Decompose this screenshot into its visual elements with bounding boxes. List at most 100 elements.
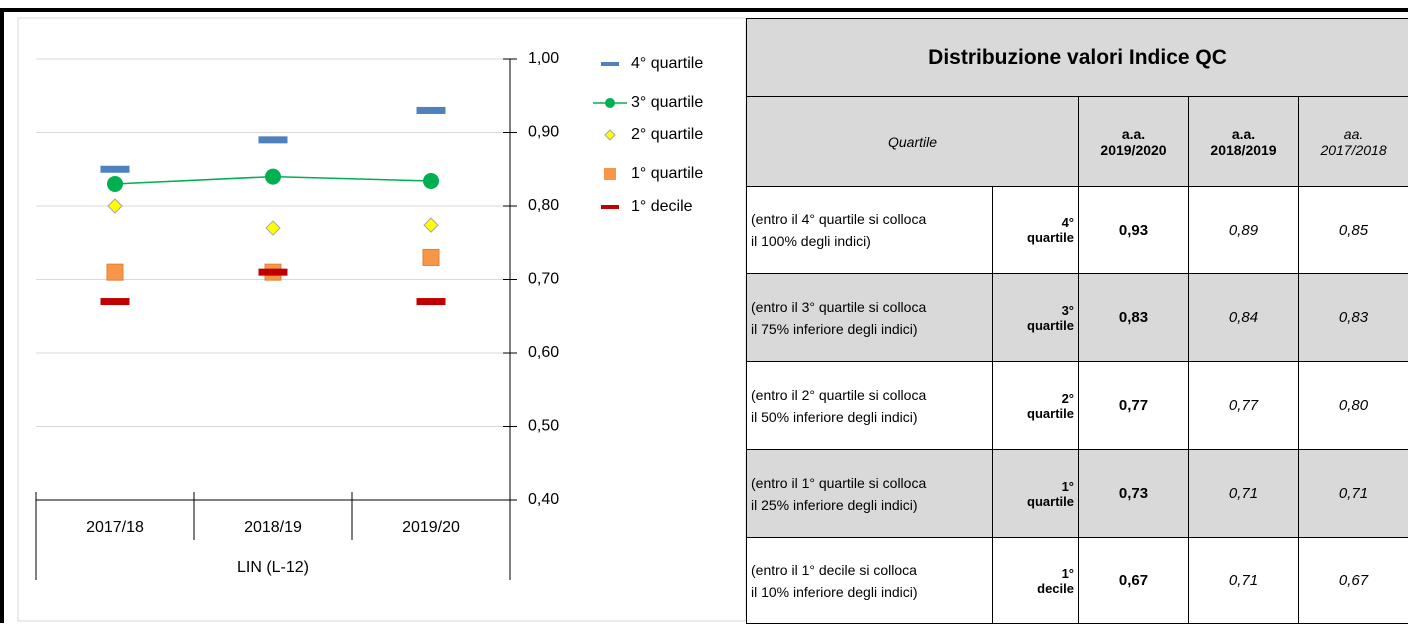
cell-text: 2°	[997, 391, 1074, 406]
cell-text: il 10% inferiore degli indici)	[751, 581, 988, 603]
label-cell: 3°quartile	[993, 274, 1079, 362]
cell-text: 0,83	[1083, 309, 1184, 326]
x-group-label: LIN (L-12)	[237, 559, 309, 576]
cell-text: 4°	[997, 215, 1074, 230]
value-cell: 0,93	[1079, 187, 1189, 274]
cell-text: 0,83	[1303, 309, 1404, 326]
cell-text: Quartile	[751, 134, 1074, 150]
header-cell: a.a.2019/2020	[1079, 97, 1189, 187]
cell-text: (entro il 2° quartile si colloca	[751, 384, 988, 406]
cell-text: 0,85	[1303, 222, 1404, 239]
header-cell: a.a.2018/2019	[1189, 97, 1299, 187]
cell-text: 0,89	[1193, 222, 1294, 239]
marker-square	[107, 264, 123, 280]
y-tick-label: 0,70	[528, 271, 559, 288]
cell-text: a.a.	[1193, 126, 1294, 142]
y-tick-label: 0,60	[528, 344, 559, 361]
cell-text: quartile	[997, 494, 1074, 509]
cell-text: quartile	[997, 406, 1074, 421]
cell-text: quartile	[997, 230, 1074, 245]
value-cell: 0,67	[1299, 538, 1408, 624]
cell-text: decile	[997, 581, 1074, 596]
cell-text: (entro il 1° quartile si colloca	[751, 472, 988, 494]
y-tick-label: 0,80	[528, 197, 559, 214]
cell-text: 0,84	[1193, 309, 1294, 326]
x-tick-label: 2019/20	[402, 519, 460, 536]
cell-text: (entro il 4° quartile si colloca	[751, 208, 988, 230]
label-cell: 1°decile	[993, 538, 1079, 624]
header-cell: Quartile	[747, 97, 1079, 187]
cell-text: (entro il 1° decile si colloca	[751, 559, 988, 581]
cell-text: a.a.	[1083, 126, 1184, 142]
marker-dash	[259, 269, 287, 275]
marker-circle	[265, 169, 281, 185]
legend-marker	[601, 205, 619, 209]
cell-text: il 75% inferiore degli indici)	[751, 318, 988, 340]
cell-text: aa.	[1303, 126, 1404, 142]
cell-text: il 25% inferiore degli indici)	[751, 494, 988, 516]
legend-label: 2° quartile	[631, 126, 703, 143]
marker-dash	[101, 166, 129, 172]
marker-circle	[107, 176, 123, 192]
marker-dash	[417, 299, 445, 305]
cell-text: 0,67	[1303, 572, 1404, 589]
cell-text: 0,71	[1193, 485, 1294, 502]
value-cell: 0,85	[1299, 187, 1408, 274]
cell-text: 3°	[997, 303, 1074, 318]
legend-marker	[601, 62, 619, 66]
cell-text: 0,77	[1083, 397, 1184, 414]
cell-text: 0,71	[1303, 485, 1404, 502]
table-title: Distribuzione valori Indice QC	[747, 19, 1408, 97]
chart: 0,40 0,50 0,60 0,70 0,80 0,90 1,00 2017/18 2018/…	[0, 0, 746, 623]
value-cell: 0,89	[1189, 187, 1299, 274]
label-cell: 1°quartile	[993, 450, 1079, 538]
marker-square	[423, 249, 439, 265]
cell-text: 2018/2019	[1193, 142, 1294, 158]
cell-text: 1°	[997, 566, 1074, 581]
x-tick-label: 2017/18	[86, 519, 144, 536]
cell-text: il 50% inferiore degli indici)	[751, 406, 988, 428]
label-cell: 2°quartile	[993, 362, 1079, 450]
y-tick-label: 0,90	[528, 124, 559, 141]
value-cell: 0,83	[1079, 274, 1189, 362]
cell-text: (entro il 3° quartile si colloca	[751, 296, 988, 318]
cell-text: 2017/2018	[1303, 142, 1404, 158]
y-tick-label: 0,40	[528, 491, 559, 508]
legend-label: 4° quartile	[631, 55, 703, 72]
cell-text: 0,73	[1083, 485, 1184, 502]
value-cell: 0,71	[1299, 450, 1408, 538]
value-cell: 0,84	[1189, 274, 1299, 362]
label-cell: 4°quartile	[993, 187, 1079, 274]
value-cell: 0,73	[1079, 450, 1189, 538]
x-tick-label: 2018/19	[244, 519, 302, 536]
header-cell: aa.2017/2018	[1299, 97, 1408, 187]
cell-text: il 100% degli indici)	[751, 230, 988, 252]
value-cell: 0,71	[1189, 538, 1299, 624]
value-cell: 0,77	[1079, 362, 1189, 450]
table: Distribuzione valori Indice QC Quartile a.…	[746, 18, 1408, 624]
cell-text: 0,77	[1193, 397, 1294, 414]
cell-text: 2019/2020	[1083, 142, 1184, 158]
marker-dash	[259, 137, 287, 143]
legend-label: 1° decile	[631, 198, 693, 215]
y-tick-label: 1,00	[528, 50, 559, 67]
marker-dash	[417, 107, 445, 113]
legend-marker	[605, 98, 615, 108]
table-row: Distribuzione valori Indice QC	[747, 19, 1408, 97]
y-tick-label: 0,50	[528, 418, 559, 435]
value-cell: 0,83	[1299, 274, 1408, 362]
legend-label: 3° quartile	[631, 94, 703, 111]
cell-text: 1°	[997, 479, 1074, 494]
